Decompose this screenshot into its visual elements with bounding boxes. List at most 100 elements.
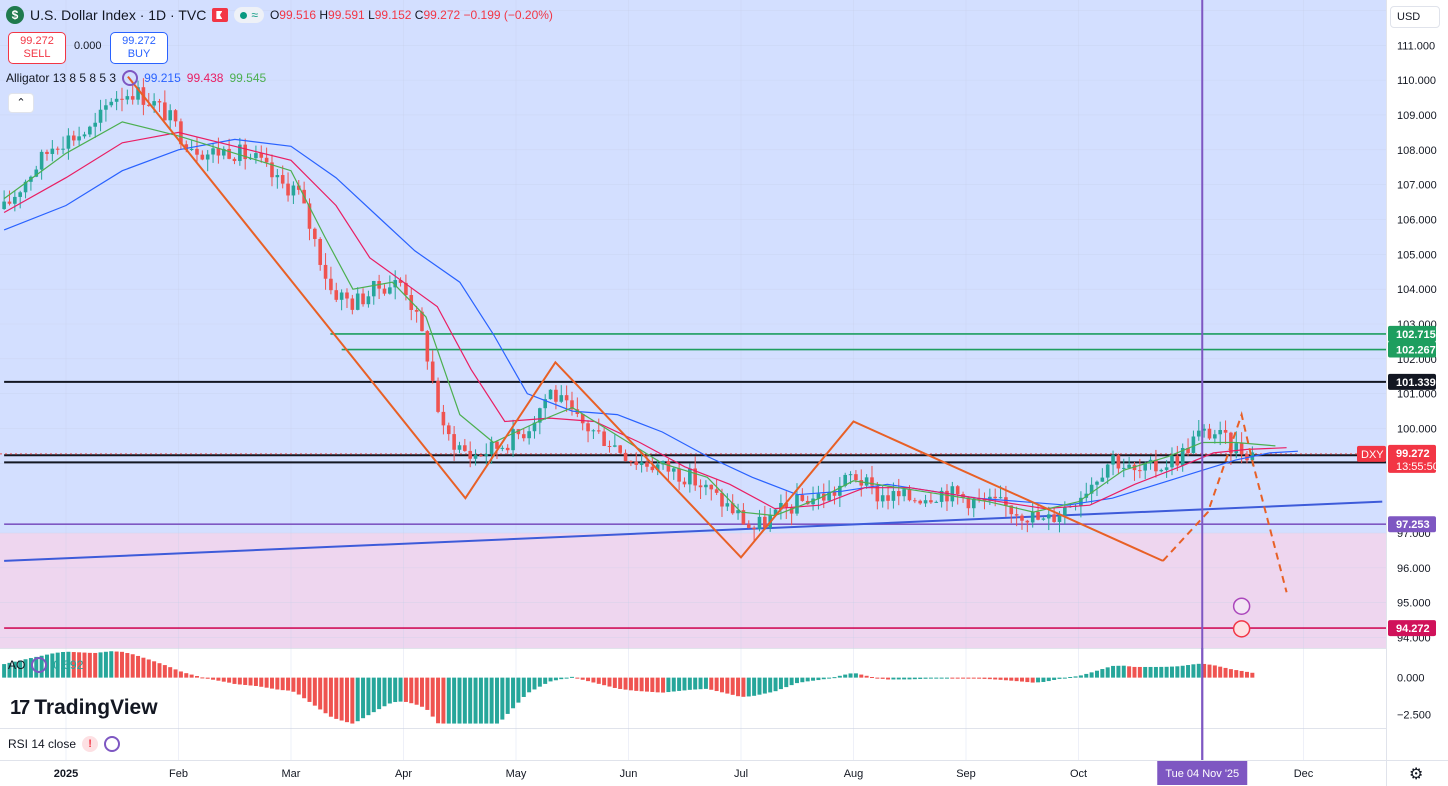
tradingview-logo[interactable]: 17 TradingView [10,696,158,720]
candle-up [489,441,494,455]
ao-bar [302,677,307,699]
rsi-label[interactable]: RSI 14 close [8,737,77,751]
currency-selector[interactable]: USD [1390,6,1440,28]
candle-down [243,144,247,160]
time-tick-label: Dec [1294,768,1314,780]
candle-up [13,196,17,204]
ao-bar [355,677,360,722]
candle-up [1095,481,1099,485]
price-tick-label: 100.000 [1397,424,1437,436]
ao-bar [109,651,114,678]
candle-down [886,495,890,501]
market-status-pill[interactable]: ≈ [234,7,264,23]
candle-up [1180,447,1185,466]
ao-bar [511,677,516,709]
ao-bar [1078,675,1083,678]
candle-down [945,490,949,502]
buy-button[interactable]: 99.272 BUY [110,32,168,64]
ao-bar [66,651,71,678]
ao-bar [1073,676,1078,678]
ao-bar [596,677,601,684]
ao-bar [264,677,269,688]
candle-up [114,98,119,102]
support-trendline [4,500,1383,562]
candle-down [227,148,231,159]
settings-gear-icon[interactable]: ⚙ [1409,766,1424,783]
candle-down [693,468,697,486]
candle-down [896,491,901,497]
ao-bar [168,667,173,678]
alligator-legend[interactable]: Alligator 13 8 5 8 5 3 99.215 99.438 99.… [6,70,266,86]
candle-up [77,136,81,141]
ao-bar [618,677,623,689]
rsi-error-icon[interactable]: ! [82,736,99,752]
ao-bar [259,677,264,687]
candle-up [355,293,360,310]
sell-button[interactable]: 99.272 SELL [8,32,66,64]
ao-bar [286,677,291,691]
candle-down [602,431,606,447]
symbol-legend[interactable]: $ U.S. Dollar Index · 1D · TVC ≈ O99.516… [6,6,553,24]
candle-down [313,228,317,239]
time-axis-border [0,760,1448,761]
symbol-title[interactable]: U.S. Dollar Index · 1D · TVC [30,7,207,23]
candle-down [318,238,322,265]
candle-down [280,175,285,184]
ao-bar [569,676,574,678]
candle-up [1089,484,1094,494]
ao-bar [152,661,157,678]
price-tick-label: 109.000 [1397,110,1437,122]
ao-bar [741,677,746,697]
candle-down [414,309,419,312]
candle-up [484,454,489,456]
ao-bar [28,658,33,678]
ao-bar [344,677,349,723]
candle-up [1196,430,1201,437]
ao-bar [1239,670,1244,678]
ao-bar [307,677,312,702]
ao-bar [644,677,649,692]
economic-event-flag-icon [1232,620,1251,638]
alligator-label[interactable]: Alligator 13 8 5 8 5 3 [6,71,117,85]
time-tick-label: Mar [282,768,301,780]
candle-up [109,101,114,106]
time-tick-label: Oct [1070,768,1087,780]
ao-bar [682,677,687,691]
candle-up [548,389,553,400]
price-tick-label: 111.000 [1397,40,1435,52]
candle-up [50,148,55,154]
ao-bar [173,669,178,678]
candle-down [264,157,269,163]
ao-bar [998,677,1003,680]
ao-legend[interactable]: AO 0.592 [8,657,83,673]
candle-up [704,484,708,488]
candle-down [618,445,622,453]
ao-bar [537,677,542,687]
ao-bar [1094,670,1099,678]
candle-up [34,169,39,177]
ao-bar [141,657,146,678]
ao-bar [907,677,912,680]
ao-bar [1105,667,1110,678]
ao-bar [1003,677,1008,681]
ao-bar [71,652,76,678]
ao-label[interactable]: AO [8,658,26,672]
candle-up [971,498,976,509]
collapse-legend-button[interactable]: ⌃ [9,94,33,112]
candle-down [800,495,805,501]
ao-bar [811,677,816,681]
rsi-legend[interactable]: RSI 14 close ! [8,736,121,752]
ao-bar [575,677,580,679]
candle-down [184,144,189,150]
ao-bar [457,677,462,724]
ao-bar [119,651,124,678]
ao-bar [800,677,805,683]
ao-bar [377,677,382,710]
ao-bar [1111,665,1116,678]
alligator-lips-line [3,121,1276,517]
ao-bar [419,677,424,707]
ao-bar [966,677,971,679]
ao-bar [918,677,923,679]
flag-icon[interactable] [212,8,229,22]
